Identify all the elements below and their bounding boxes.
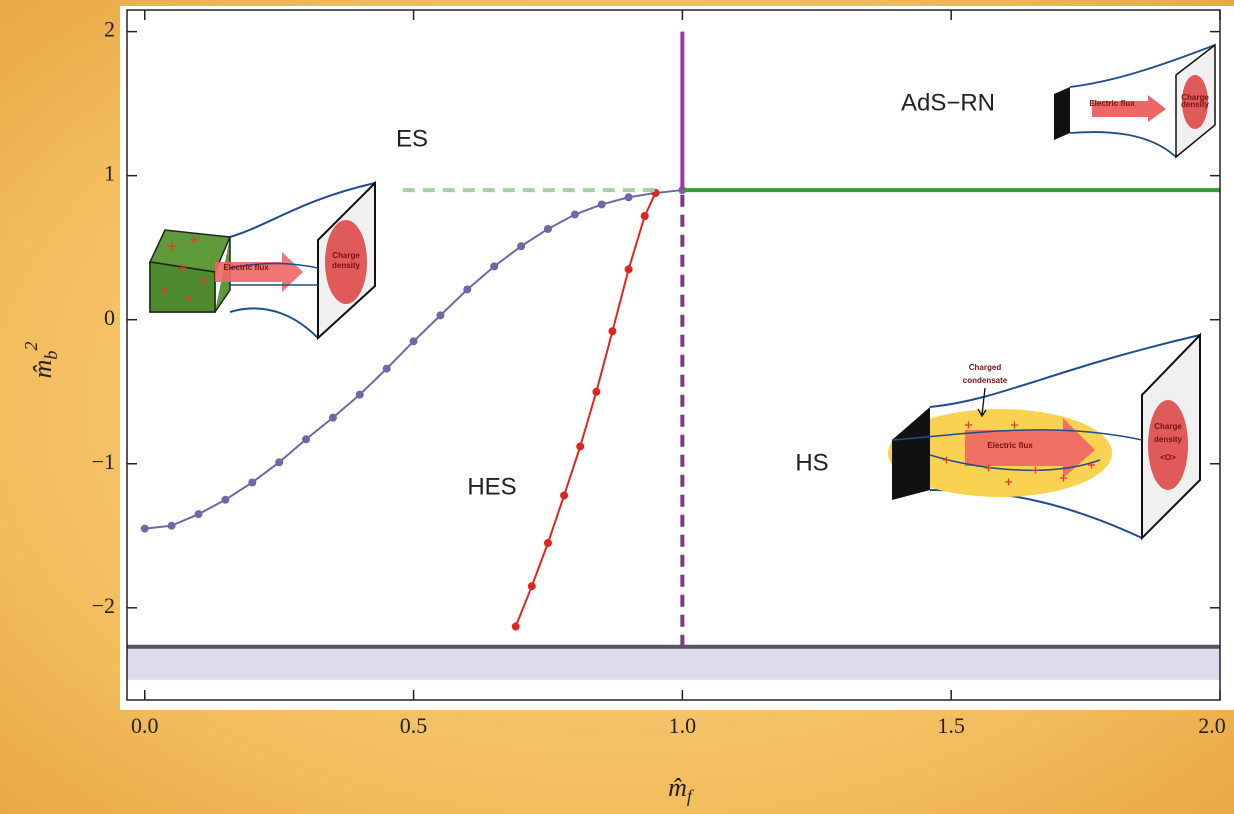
x-tick-label: 1.0 xyxy=(669,713,697,738)
inset-density xyxy=(1148,400,1188,490)
plot-background xyxy=(120,6,1234,710)
series-marker xyxy=(543,224,552,233)
series-marker xyxy=(302,435,311,444)
inset-text: density xyxy=(1154,435,1183,444)
inset-text: <O> xyxy=(1160,453,1176,462)
y-label-sub: b xyxy=(41,351,61,360)
inset-text: density xyxy=(1181,100,1210,109)
x-tick-label: 2.0 xyxy=(1198,713,1226,738)
series-marker xyxy=(382,364,391,373)
x-tick-label: 1.5 xyxy=(937,713,965,738)
series-marker xyxy=(560,491,569,500)
series-marker xyxy=(543,538,552,547)
series-line xyxy=(514,192,657,627)
series-marker xyxy=(511,622,520,631)
series-marker xyxy=(221,495,230,504)
plot-frame xyxy=(126,9,1221,701)
inset-horn xyxy=(1069,44,1216,158)
series-marker xyxy=(463,285,472,294)
inset-text: Electric flux xyxy=(223,263,269,272)
y-label-base: m̂ xyxy=(28,360,57,379)
inset-text: Electric flux xyxy=(987,441,1033,450)
inset-es: Charge density Electric flux xyxy=(148,180,376,341)
region-label: HS xyxy=(795,449,828,476)
inset-horn xyxy=(229,182,376,339)
y-tick-label: −2 xyxy=(92,593,115,618)
inset-pointer xyxy=(977,387,987,418)
inset-charges xyxy=(160,236,208,302)
series-marker xyxy=(409,337,418,346)
inset-text: density xyxy=(332,261,361,270)
series-marker xyxy=(527,582,536,591)
x-label-sub: f xyxy=(687,786,695,806)
x-tick-label: 0.5 xyxy=(400,713,428,738)
inset-text: Charge xyxy=(332,251,360,260)
y-label-sup: 2 xyxy=(21,342,41,351)
region-label: HES xyxy=(467,473,516,500)
inset-text: Electric flux xyxy=(1089,99,1135,108)
series-marker xyxy=(576,442,585,451)
series-marker xyxy=(640,211,649,220)
y-axis-label: m̂b2 xyxy=(21,342,61,379)
inset-density xyxy=(325,220,367,304)
region-label: ES xyxy=(396,125,428,152)
x-label-base: m̂ xyxy=(668,773,687,802)
y-tick-label: 1 xyxy=(104,161,115,186)
inset-text: Charged xyxy=(969,363,1002,372)
inset-text: condensate xyxy=(963,376,1008,385)
series-marker xyxy=(275,458,284,467)
y-tick-label: 0 xyxy=(104,305,115,330)
x-axis-label: m̂f xyxy=(668,773,695,806)
series-marker xyxy=(436,311,445,320)
inset-hs: Charge density <O> Electric flux Charged… xyxy=(888,332,1201,541)
inset-horizon xyxy=(1054,87,1070,140)
y-tick-label: 2 xyxy=(104,17,115,42)
inset-text: Charge xyxy=(1181,93,1209,102)
inset-arrow xyxy=(965,418,1095,478)
inset-arrow xyxy=(215,252,303,292)
shaded-band xyxy=(127,646,1220,680)
series-marker xyxy=(624,265,633,274)
series-marker xyxy=(328,413,337,422)
plot-area: 0.0 0.5 1.0 1.5 2.0 −2 −1 0 1 2 xyxy=(92,9,1226,738)
series-marker xyxy=(140,524,149,533)
inset-cube-face xyxy=(149,261,216,313)
series-marker xyxy=(608,327,617,336)
series-marker xyxy=(248,478,257,487)
inset-horizon xyxy=(892,407,930,500)
series-marker xyxy=(592,387,601,396)
inset-flux-line xyxy=(229,262,319,286)
series-marker xyxy=(355,390,364,399)
series-marker xyxy=(167,521,176,530)
inset-adsrn: Charge density Electric flux xyxy=(1054,43,1216,159)
region-label: AdS−RN xyxy=(901,89,995,116)
inset-text: Charge xyxy=(1154,422,1182,431)
inset-arrow xyxy=(1092,95,1166,122)
inset-charges xyxy=(943,421,1095,486)
inset-density xyxy=(1182,75,1208,129)
series-marker xyxy=(597,200,606,209)
series-marker xyxy=(517,242,526,251)
series-marker xyxy=(570,210,579,219)
y-tick-label: −1 xyxy=(92,449,115,474)
series-marker xyxy=(194,510,203,519)
x-tick-label: 0.0 xyxy=(131,713,159,738)
series-marker xyxy=(624,193,633,202)
series-marker xyxy=(490,262,499,271)
